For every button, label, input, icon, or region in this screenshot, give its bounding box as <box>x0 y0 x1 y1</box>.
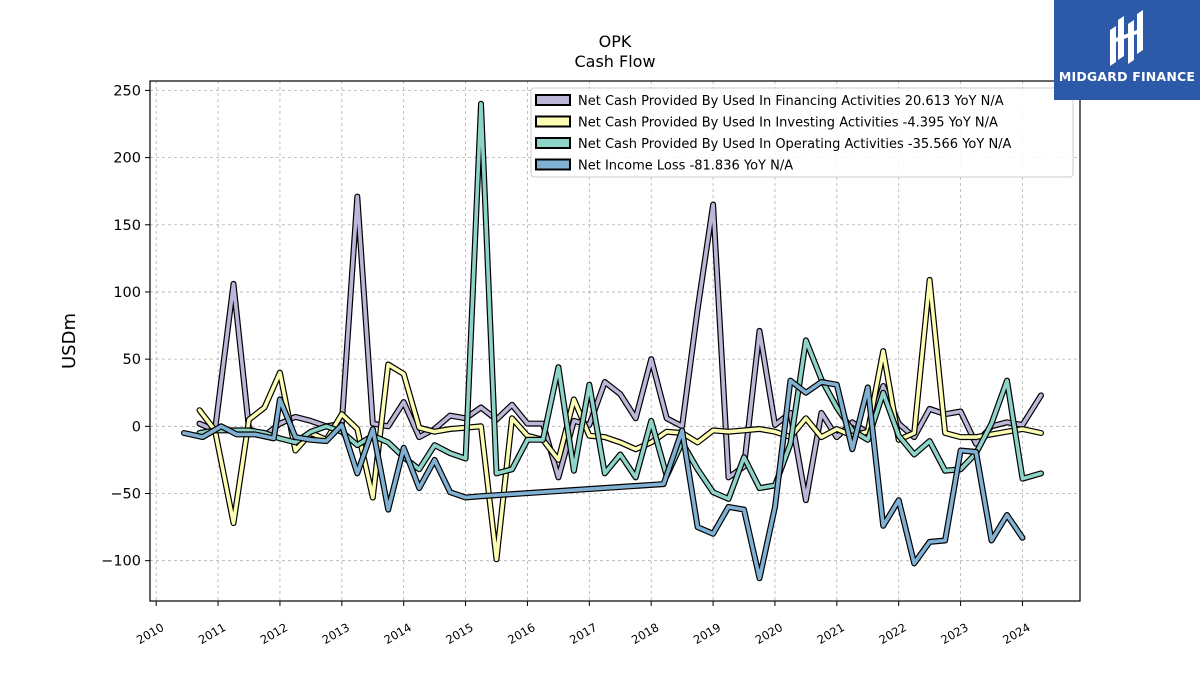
brand-mark-icon <box>1110 10 1143 66</box>
legend-label: Net Income Loss -81.836 YoY N/A <box>578 159 793 174</box>
series-line-fill <box>197 278 1043 562</box>
series-lines <box>181 100 1044 582</box>
x-tick-label: 2019 <box>691 620 723 647</box>
brand-name: MIDGARD FINANCE <box>1058 69 1196 84</box>
series-line-fill <box>182 378 1025 581</box>
y-tick-label: 150 <box>113 218 141 234</box>
plot-frame <box>149 80 1081 602</box>
legend-swatch <box>535 115 571 128</box>
y-tick-label: −100 <box>101 554 141 570</box>
legend-entry: Net Income Loss -81.836 YoY N/A <box>535 158 793 174</box>
x-tick-label: 2017 <box>567 620 599 647</box>
x-tick-label: 2010 <box>134 620 166 647</box>
legend-entry: Net Cash Provided By Used In Operating A… <box>535 137 1012 152</box>
y-tick-label: 250 <box>113 83 141 99</box>
brand-logo: MIDGARD FINANCE <box>1054 0 1200 100</box>
legend-entries: Net Cash Provided By Used In Financing A… <box>535 94 1012 174</box>
series-line <box>196 276 1044 563</box>
legend-swatch <box>535 94 571 106</box>
x-tick-label: 2012 <box>258 620 290 647</box>
y-tick-label: 50 <box>123 352 141 368</box>
legend-box <box>530 87 1074 178</box>
y-axis-ticks: −100 −50 0 50 100 150 200 250 <box>101 83 150 570</box>
x-tick-label: 2024 <box>1000 620 1032 647</box>
legend-entry: Net Cash Provided By Used In Investing A… <box>535 115 998 131</box>
chart-subtitle: Cash Flow <box>574 52 655 71</box>
x-tick-label: 2016 <box>505 620 537 647</box>
chart-title: OPK <box>599 32 632 51</box>
x-tick-label: 2015 <box>443 620 475 647</box>
legend-label: Net Cash Provided By Used In Operating A… <box>578 137 1012 152</box>
x-tick-label: 2011 <box>196 620 228 647</box>
x-tick-label: 2013 <box>320 620 352 647</box>
legend-label: Net Cash Provided By Used In Investing A… <box>578 116 998 131</box>
x-tick-label: 2023 <box>938 620 970 647</box>
x-tick-label: 2018 <box>629 620 661 647</box>
legend-swatch <box>535 158 571 171</box>
y-tick-label: 0 <box>132 419 141 435</box>
legend-entry: Net Cash Provided By Used In Financing A… <box>535 94 1004 109</box>
series-line <box>181 377 1026 582</box>
y-tick-label: 100 <box>113 285 141 301</box>
x-tick-label: 2020 <box>753 620 785 647</box>
x-tick-label: 2021 <box>815 620 847 647</box>
series-line-outline <box>181 377 1026 582</box>
legend-label: Net Cash Provided By Used In Financing A… <box>578 94 1004 109</box>
x-axis-ticks: 2010 2011 2012 2013 2014 2015 2016 2017 2018 2019… <box>134 601 1033 647</box>
legend-swatch <box>535 137 571 149</box>
y-tick-label: −50 <box>110 487 141 503</box>
x-tick-label: 2014 <box>382 620 414 647</box>
y-axis-label: USDm <box>59 313 80 369</box>
y-tick-label: 200 <box>113 151 141 167</box>
x-tick-label: 2022 <box>877 620 909 647</box>
legend: Net Cash Provided By Used In Financing A… <box>530 87 1074 178</box>
